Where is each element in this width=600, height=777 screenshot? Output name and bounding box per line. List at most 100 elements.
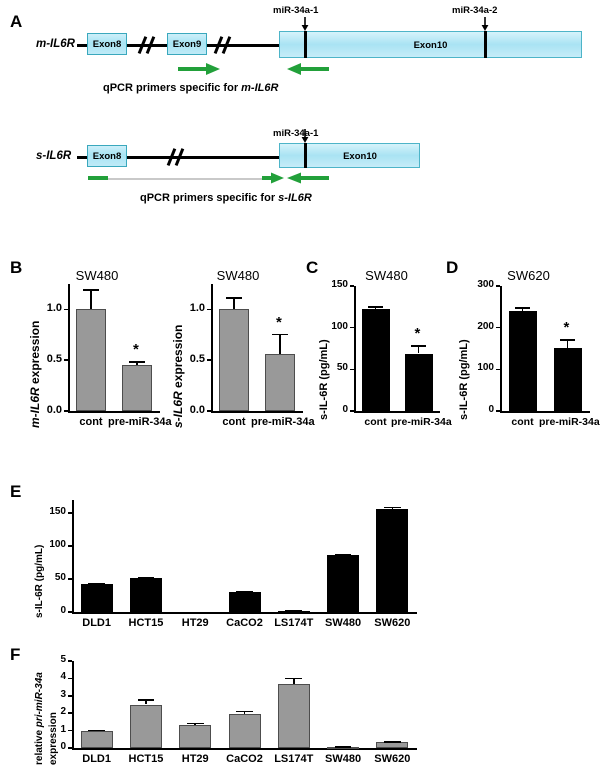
error-bar-cap bbox=[384, 506, 401, 509]
error-bar bbox=[233, 297, 235, 310]
error-bar-cap bbox=[411, 345, 426, 347]
error-bar-cap bbox=[560, 338, 575, 341]
exon-box-exon9-m: Exon9 bbox=[167, 33, 207, 55]
mir-site-label-2-m: miR-34a-2 bbox=[452, 5, 498, 16]
y-axis bbox=[354, 286, 356, 411]
y-axis-tick bbox=[350, 410, 354, 412]
y-axis-tick-label: 150 bbox=[49, 506, 66, 518]
x-axis-tick-label: HCT15 bbox=[128, 617, 164, 629]
x-axis-tick-label: cont bbox=[364, 416, 387, 428]
mir-site-tick-icon bbox=[484, 31, 487, 58]
error-bar-cap bbox=[88, 729, 105, 732]
error-bar-cap bbox=[137, 577, 155, 579]
x-axis bbox=[211, 411, 303, 413]
reverse-primer-arrow-icon bbox=[287, 63, 329, 75]
x-axis-tick-label: pre-miR-34a bbox=[539, 416, 600, 428]
y-axis-tick-label: 0.5 bbox=[189, 353, 205, 366]
bar bbox=[361, 309, 390, 411]
y-axis-tick-label: 2 bbox=[60, 706, 66, 718]
error-bar-cap bbox=[285, 677, 303, 680]
bar bbox=[553, 348, 582, 411]
panel-letter-f: F bbox=[10, 645, 21, 664]
x-axis-tick-label: SW620 bbox=[374, 753, 411, 765]
x-axis-tick-label: pre-miR-34a bbox=[108, 416, 172, 428]
x-axis-tick-label: DLD1 bbox=[82, 617, 111, 629]
x-axis-tick-label: cont bbox=[79, 416, 103, 428]
intron-segment bbox=[77, 44, 87, 47]
primer-caption-m-gene: m-IL6R bbox=[241, 82, 279, 94]
y-axis-tick bbox=[68, 729, 72, 732]
chart-c: SW480 s-IL-6R (pg/mL) 0 50 100 150 cont * pre-… bbox=[312, 268, 452, 443]
bar bbox=[265, 354, 295, 411]
y-axis-tick bbox=[68, 712, 72, 714]
bar bbox=[129, 704, 162, 748]
x-axis-tick-label: DLD1 bbox=[82, 753, 111, 765]
gene-label-m-il6r: m-IL6R bbox=[36, 38, 75, 50]
bar bbox=[508, 311, 537, 411]
significance-marker: * bbox=[414, 325, 421, 343]
x-axis-tick-label: HT29 bbox=[181, 617, 209, 629]
error-bar bbox=[417, 345, 420, 354]
primer-caption-s: qPCR primers specific for s-IL6R bbox=[140, 192, 312, 204]
y-axis-tick-label: 5 bbox=[60, 654, 66, 665]
y-axis-tick-label: 300 bbox=[477, 279, 494, 290]
mir-site-arrow-icon bbox=[481, 17, 489, 31]
chart-b1: SW480 m-IL6R expression 0.0 0.5 1.0 cont * pr… bbox=[22, 268, 172, 443]
y-axis-tick-label: 50 bbox=[336, 362, 348, 374]
y-axis-tick-label: 1 bbox=[60, 723, 66, 735]
error-bar-cap bbox=[236, 591, 253, 593]
bar bbox=[376, 508, 409, 612]
error-bar-cap bbox=[226, 297, 242, 299]
bar bbox=[219, 309, 249, 411]
gene-label-s-il6r: s-IL6R bbox=[36, 150, 72, 162]
y-axis-tick bbox=[496, 368, 500, 371]
x-axis-tick-label: LS174T bbox=[274, 617, 314, 629]
y-axis-tick bbox=[64, 410, 68, 412]
x-axis-tick-label: cont bbox=[511, 416, 534, 428]
x-axis-tick-label: cont bbox=[222, 416, 246, 428]
y-axis-tick-label: 100 bbox=[49, 539, 66, 551]
panel-letter-b: B bbox=[10, 258, 23, 277]
error-bar-cap bbox=[83, 289, 99, 291]
primer-caption-s-prefix: qPCR primers specific for bbox=[140, 192, 279, 204]
error-bar-cap bbox=[137, 699, 155, 701]
y-axis-tick bbox=[64, 308, 68, 311]
y-axis-tick bbox=[64, 359, 68, 361]
forward-primer-arrow-left-half-icon bbox=[88, 176, 108, 180]
x-axis-tick-label: HCT15 bbox=[128, 753, 164, 765]
y-axis-tick-label: 100 bbox=[477, 362, 494, 374]
bar bbox=[129, 577, 162, 612]
y-axis-tick bbox=[496, 326, 500, 329]
y-axis-tick bbox=[207, 308, 211, 311]
error-bar bbox=[374, 306, 377, 310]
exon-box-exon10-s bbox=[279, 143, 420, 168]
chart-d-title: SW620 bbox=[507, 268, 550, 283]
y-axis-tick-label: 0.0 bbox=[189, 404, 205, 416]
error-bar-cap bbox=[236, 710, 253, 713]
x-axis bbox=[72, 612, 417, 614]
panel-letter-a: A bbox=[10, 12, 23, 31]
bar bbox=[228, 592, 261, 612]
intron-segment bbox=[207, 44, 279, 47]
intron-segment bbox=[77, 156, 87, 159]
error-bar-cap bbox=[334, 553, 352, 556]
chart-b2-title: SW480 bbox=[216, 268, 260, 283]
x-axis-tick-label: SW620 bbox=[374, 617, 411, 629]
y-axis-tick-label: 0 bbox=[342, 404, 348, 415]
error-bar-cap bbox=[285, 610, 303, 612]
y-axis-tick-label: 50 bbox=[54, 572, 66, 584]
y-axis-tick-label: 1.0 bbox=[46, 302, 62, 315]
significance-marker: * bbox=[563, 318, 570, 336]
mir-site-tick-icon bbox=[304, 31, 307, 58]
x-axis bbox=[68, 411, 160, 413]
significance-marker: * bbox=[133, 341, 139, 359]
y-axis-tick-label: 0 bbox=[60, 741, 66, 752]
y-axis-tick bbox=[496, 285, 500, 287]
primer-caption-m: qPCR primers specific for m-IL6R bbox=[103, 82, 278, 94]
error-bar bbox=[90, 289, 92, 310]
error-bar-cap bbox=[334, 746, 352, 748]
chart-d: SW620 s-IL-6R (pg/mL) 0 100 200 300 cont * pre… bbox=[452, 268, 600, 443]
x-axis-tick-label: pre-miR-34a bbox=[391, 416, 452, 428]
y-axis-tick bbox=[207, 359, 211, 361]
bar bbox=[76, 309, 106, 411]
